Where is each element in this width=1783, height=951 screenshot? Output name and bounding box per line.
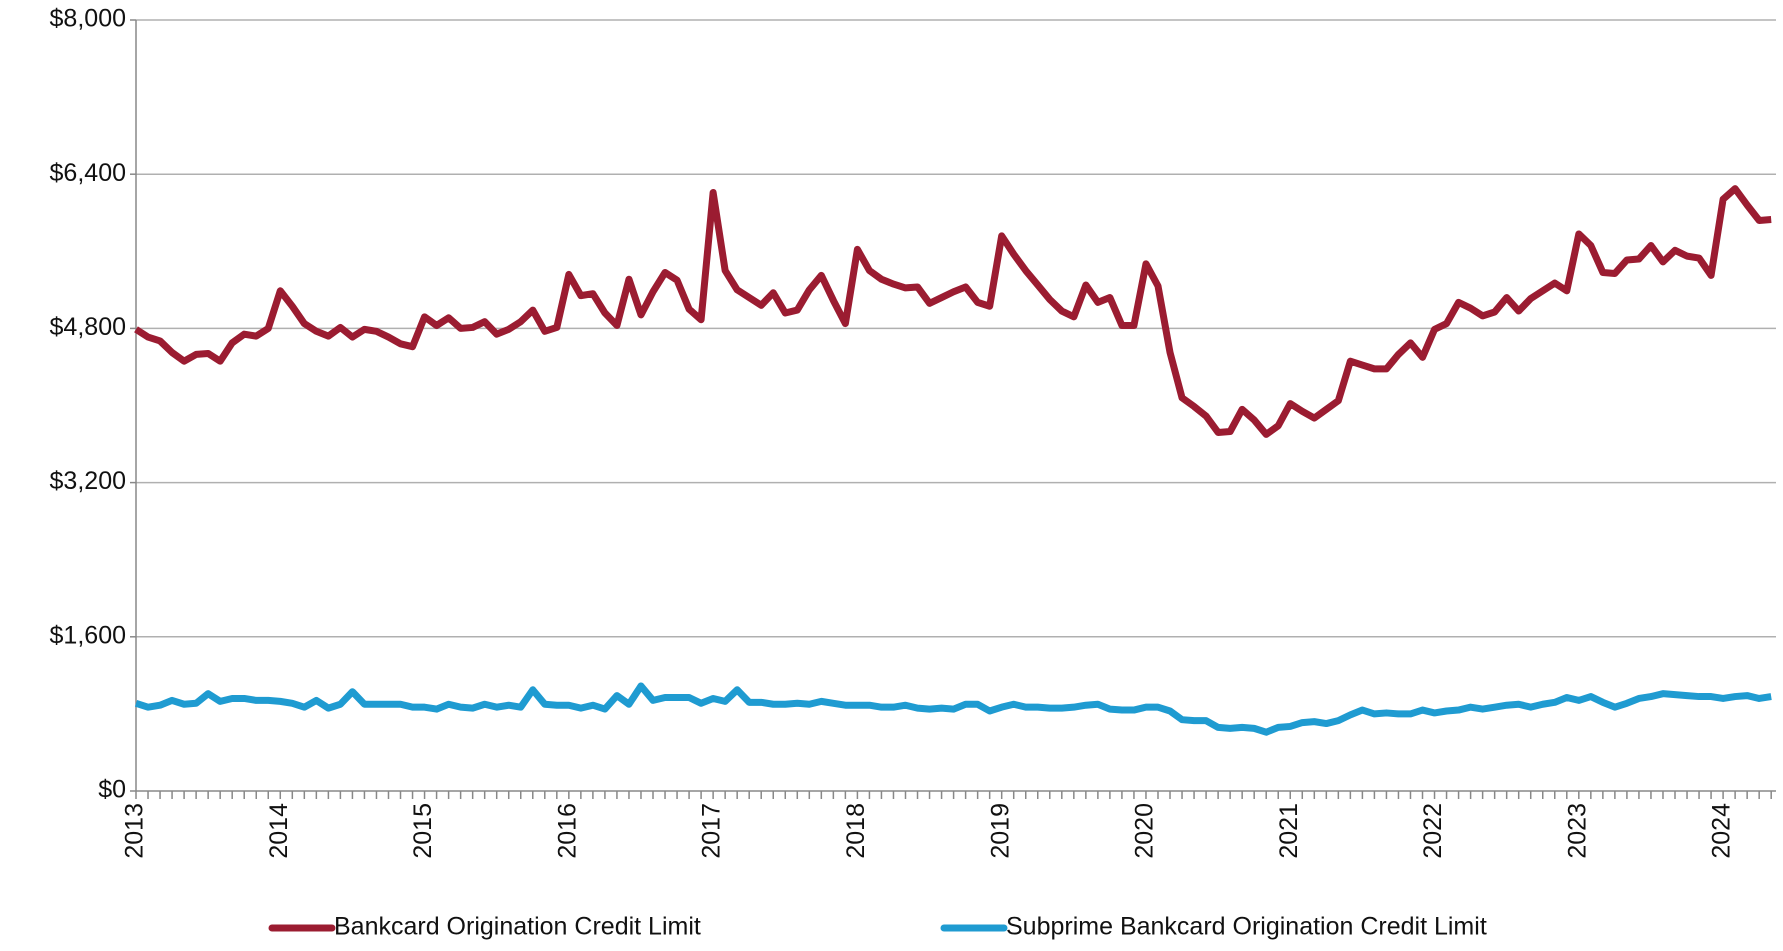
y-tick-label: $8,000 <box>50 5 126 33</box>
line-series <box>134 185 1772 438</box>
x-tick-label: 2019 <box>986 803 1014 859</box>
y-tick-label: $1,600 <box>50 621 126 649</box>
y-tick-label: $0 <box>98 776 126 804</box>
x-tick-label: 2024 <box>1708 803 1736 859</box>
x-tick-label: 2018 <box>842 803 870 859</box>
x-tick-label: 2014 <box>265 803 293 859</box>
line-series <box>134 682 1772 736</box>
legend-label: Subprime Bankcard Origination Credit Lim… <box>1006 913 1487 941</box>
y-tick-label: $3,200 <box>50 467 126 495</box>
y-tick-label: $6,400 <box>50 159 126 187</box>
x-tick-label: 2013 <box>121 803 149 859</box>
x-tick-label: 2015 <box>409 803 437 859</box>
x-tick-label: 2016 <box>553 803 581 859</box>
legend-label: Bankcard Origination Credit Limit <box>334 913 701 941</box>
x-tick-label: 2017 <box>698 803 726 859</box>
x-tick-label: 2021 <box>1275 803 1303 859</box>
x-tick-label: 2020 <box>1131 803 1159 859</box>
x-tick-label: 2023 <box>1563 803 1591 859</box>
x-tick-label: 2022 <box>1419 803 1447 859</box>
y-tick-label: $4,800 <box>50 313 126 341</box>
